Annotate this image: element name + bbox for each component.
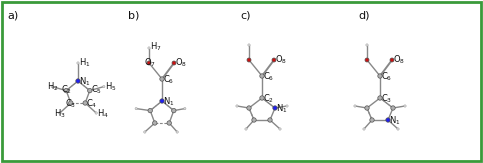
Circle shape: [365, 58, 369, 62]
Circle shape: [135, 107, 137, 110]
Circle shape: [378, 96, 382, 100]
Circle shape: [370, 118, 374, 122]
Text: N$_1$: N$_1$: [164, 96, 175, 108]
Circle shape: [148, 47, 150, 49]
Circle shape: [365, 106, 369, 110]
Text: N$_1$: N$_1$: [276, 103, 288, 115]
Circle shape: [76, 79, 80, 83]
Text: C$_2$: C$_2$: [61, 83, 72, 96]
Text: a): a): [7, 10, 18, 20]
Text: C$_6$: C$_6$: [164, 74, 175, 86]
Circle shape: [58, 112, 61, 114]
Text: H$_7$: H$_7$: [150, 41, 162, 53]
Circle shape: [147, 61, 151, 65]
Circle shape: [160, 99, 164, 103]
Circle shape: [272, 58, 276, 62]
Circle shape: [245, 128, 247, 130]
Text: O$_7$: O$_7$: [143, 57, 156, 69]
Circle shape: [69, 101, 73, 105]
Circle shape: [248, 44, 250, 46]
Circle shape: [268, 118, 272, 122]
Circle shape: [95, 112, 98, 114]
Circle shape: [184, 107, 186, 110]
Circle shape: [102, 85, 105, 88]
Circle shape: [83, 101, 87, 105]
Text: C$_3$: C$_3$: [381, 93, 393, 105]
Circle shape: [87, 88, 92, 93]
Circle shape: [143, 131, 146, 133]
Circle shape: [148, 108, 153, 113]
Circle shape: [171, 108, 176, 113]
Circle shape: [273, 106, 277, 110]
Text: H$_1$: H$_1$: [79, 57, 90, 69]
Text: N$_1$: N$_1$: [80, 76, 91, 88]
Text: C$_4$: C$_4$: [86, 98, 98, 110]
Circle shape: [386, 118, 390, 122]
Text: H$_4$: H$_4$: [97, 108, 109, 120]
Text: C$_6$: C$_6$: [381, 71, 393, 83]
Circle shape: [391, 106, 395, 110]
Circle shape: [354, 105, 356, 107]
Text: H$_2$: H$_2$: [47, 80, 58, 93]
Circle shape: [397, 128, 399, 130]
Circle shape: [160, 77, 164, 81]
Circle shape: [404, 105, 406, 107]
Text: C$_5$: C$_5$: [91, 83, 102, 96]
Circle shape: [64, 88, 69, 93]
Text: C$_6$: C$_6$: [263, 71, 274, 83]
Circle shape: [260, 74, 264, 78]
Text: O$_8$: O$_8$: [175, 57, 187, 69]
Circle shape: [247, 106, 251, 110]
Text: C$_2$: C$_2$: [263, 93, 274, 105]
Circle shape: [390, 58, 394, 62]
Circle shape: [51, 85, 54, 88]
Text: O$_8$: O$_8$: [393, 54, 405, 66]
Text: N$_1$: N$_1$: [389, 115, 400, 127]
Circle shape: [286, 105, 288, 107]
Circle shape: [247, 58, 251, 62]
Text: O$_8$: O$_8$: [275, 54, 287, 66]
Circle shape: [153, 121, 157, 125]
Text: b): b): [128, 10, 140, 20]
Text: C$_3$: C$_3$: [65, 98, 76, 110]
Circle shape: [378, 74, 382, 78]
Circle shape: [252, 118, 256, 122]
Circle shape: [167, 121, 171, 125]
Circle shape: [176, 131, 178, 133]
Text: d): d): [358, 10, 369, 20]
Circle shape: [366, 44, 368, 46]
Circle shape: [260, 96, 264, 100]
Circle shape: [172, 61, 176, 65]
Text: c): c): [240, 10, 251, 20]
Circle shape: [279, 128, 281, 130]
Text: H$_3$: H$_3$: [54, 108, 66, 120]
Circle shape: [77, 62, 79, 64]
Circle shape: [363, 128, 365, 130]
Text: H$_5$: H$_5$: [105, 80, 116, 93]
Circle shape: [236, 105, 238, 107]
